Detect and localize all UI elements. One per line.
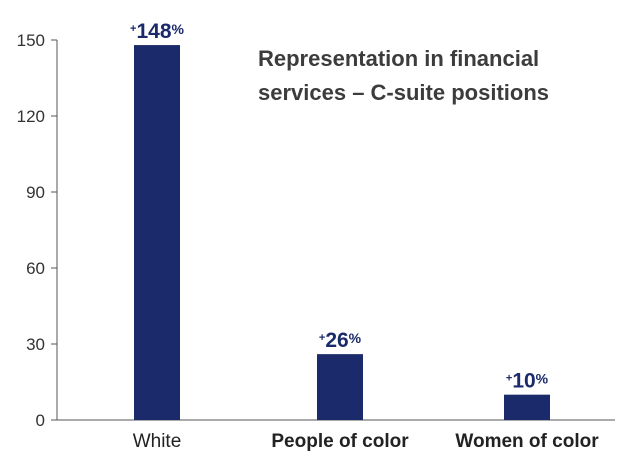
- y-tick-label: 120: [17, 107, 45, 126]
- bar: [134, 45, 180, 421]
- data-label: +148%: [130, 20, 184, 43]
- data-label-number: 10: [512, 370, 535, 393]
- y-tick-label: 30: [26, 335, 45, 354]
- data-label-unit: %: [172, 21, 185, 37]
- bar: [317, 354, 363, 420]
- y-tick-label: 90: [26, 183, 45, 202]
- data-label-sign: +: [319, 332, 325, 344]
- bars-layer: [134, 45, 550, 421]
- data-label: +10%: [506, 370, 549, 393]
- data-label-sign: +: [506, 373, 512, 385]
- y-tick-label: 150: [17, 31, 45, 50]
- chart-title-line-1: Representation in financial: [258, 46, 539, 71]
- bar: [504, 394, 550, 420]
- chart-title-line-2: services – C-suite positions: [258, 80, 549, 105]
- data-label-number: 26: [325, 329, 348, 352]
- y-tick-label: 0: [36, 411, 45, 430]
- x-category-label: People of color: [271, 431, 409, 452]
- data-label-unit: %: [536, 371, 549, 387]
- data-label-unit: %: [349, 330, 362, 346]
- labels-layer: White +148% People of color +26% Women of co…: [130, 20, 599, 452]
- data-label: +26%: [319, 329, 362, 352]
- x-category-label: White: [133, 431, 182, 452]
- y-tick-label: 60: [26, 259, 45, 278]
- data-label-number: 148: [136, 20, 171, 43]
- data-label-sign: +: [130, 23, 136, 35]
- x-category-label: Women of color: [455, 431, 599, 452]
